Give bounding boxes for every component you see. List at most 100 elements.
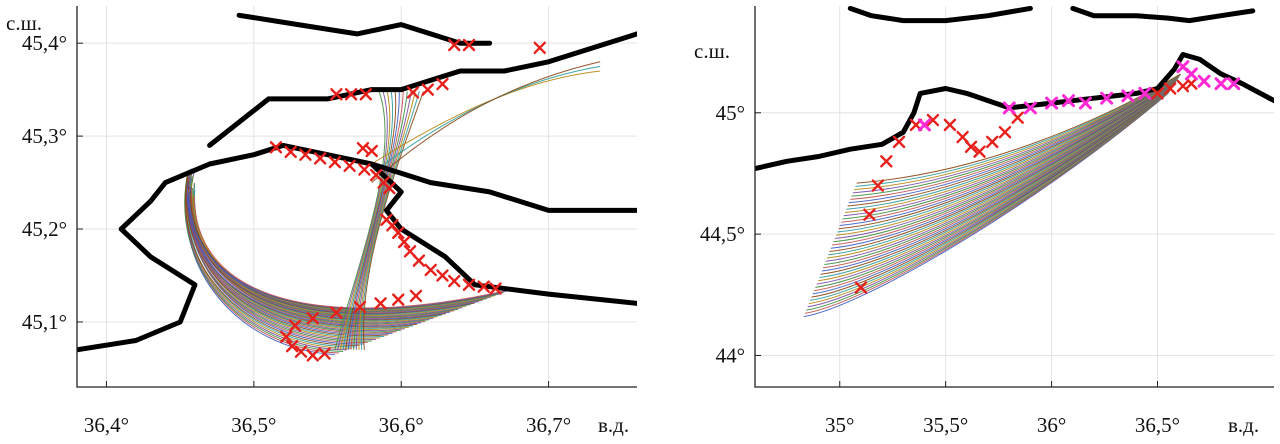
x-tick-label: 35,5° (923, 413, 968, 437)
trajectory-line (363, 91, 424, 350)
beaching-marker (436, 77, 449, 91)
beaching-marker (280, 330, 293, 344)
beaching-marker (986, 135, 999, 149)
trajectory-line (353, 91, 408, 350)
beaching-marker (863, 208, 876, 221)
left-x-ticks: 36,4° 36,5° 36,6° 36,7° (84, 381, 571, 437)
y-tick-label: 45,4° (22, 31, 67, 55)
trajectory-line (355, 91, 412, 350)
beaching-marker-magenta (1100, 91, 1114, 105)
beaching-marker-magenta (1078, 96, 1092, 110)
beaching-marker (462, 278, 476, 291)
beaching-marker (436, 269, 449, 282)
beaching-marker (409, 289, 423, 303)
x-tick-label: 36,7° (526, 413, 571, 437)
beaching-marker (892, 135, 906, 149)
trajectory-line (187, 182, 422, 327)
beaching-marker (318, 347, 331, 360)
trajectory-line (187, 175, 377, 341)
beaching-marker (374, 297, 387, 310)
right-x-axis-label: в.д. (1228, 413, 1259, 437)
beaching-marker-magenta (1045, 96, 1059, 110)
beaching-marker (448, 38, 461, 52)
right-x-ticks: 35° 35,5° 36° 36,5° (825, 381, 1180, 437)
right-y-ticks: 44° 44,5° 45° (700, 101, 761, 367)
beaching-marker (448, 274, 461, 288)
beaching-marker (421, 83, 434, 96)
left-coastline (77, 12, 637, 353)
beaching-marker (964, 140, 978, 153)
beaching-marker-magenta (1002, 101, 1016, 115)
beaching-marker (358, 163, 371, 176)
coastline (369, 161, 637, 213)
beaching-marker (462, 38, 476, 52)
beaching-marker (854, 281, 868, 294)
right-endpoint-markers (854, 60, 1241, 294)
beaching-marker-magenta (1023, 101, 1037, 115)
beaching-marker (328, 155, 342, 169)
coastline (847, 6, 1033, 24)
left-y-ticks: 45,1° 45,2° 45,3° 45,4° (22, 31, 83, 334)
coastline (1070, 6, 1256, 24)
trajectory-line (347, 91, 400, 350)
beaching-marker (285, 339, 299, 353)
beaching-marker (383, 181, 396, 195)
trajectory-line (371, 65, 601, 174)
trajectory-line (371, 70, 601, 165)
right-trajectories (803, 73, 1182, 318)
right-y-axis-label: с.ш. (694, 39, 730, 63)
beaching-marker (926, 113, 940, 127)
left-trajectories (184, 61, 601, 355)
beaching-marker (998, 125, 1012, 139)
coastline (236, 12, 493, 46)
beaching-marker-magenta (1214, 77, 1228, 91)
beaching-marker (330, 306, 343, 319)
beaching-marker (533, 41, 546, 55)
beaching-marker (306, 312, 319, 325)
coastline (755, 52, 1274, 172)
trajectory-line (360, 91, 420, 350)
beaching-marker (288, 319, 302, 332)
trajectory-line (185, 172, 360, 346)
trajectory-line (193, 196, 512, 309)
coastline (207, 31, 637, 148)
x-tick-label: 36,4° (84, 413, 129, 437)
beaching-marker (424, 263, 437, 277)
beaching-marker (1151, 87, 1164, 100)
right-map-panel: 35° 35,5° 36° 36,5° 44° 44,5° 45° с.ш. в.д. (694, 6, 1274, 437)
left-map-panel: 36,4° 36,5° 36,6° 36,7° 45,1° 45,2° 45,3° 45,4… (6, 6, 637, 437)
left-endpoint-markers (269, 38, 546, 362)
beaching-marker (299, 148, 312, 161)
y-tick-label: 44,5° (700, 222, 745, 246)
trajectory-line (358, 91, 416, 350)
left-axes (76, 6, 637, 388)
trajectory-line (339, 91, 391, 350)
beaching-marker (284, 145, 297, 159)
trajectory-line (337, 91, 388, 350)
beaching-marker (1163, 82, 1177, 95)
x-tick-label: 36,5° (231, 413, 276, 437)
beaching-marker (353, 300, 367, 314)
beaching-marker (343, 159, 356, 173)
beaching-marker (392, 293, 405, 306)
beaching-marker (412, 254, 426, 267)
beaching-marker (477, 280, 490, 293)
beaching-marker-magenta (917, 118, 931, 132)
trajectory-line (345, 91, 397, 350)
x-tick-label: 36,6° (379, 413, 424, 437)
x-tick-label: 36° (1037, 413, 1066, 437)
y-tick-label: 45,1° (22, 310, 67, 334)
beaching-marker-magenta (1138, 86, 1152, 100)
x-tick-label: 35° (825, 413, 854, 437)
y-tick-label: 45,2° (22, 217, 67, 241)
beaching-marker (392, 226, 405, 239)
beaching-marker (871, 179, 885, 192)
beaching-marker (294, 345, 308, 358)
beaching-marker (1185, 77, 1198, 90)
beaching-marker-magenta (1197, 74, 1211, 88)
beaching-marker-magenta (1121, 89, 1135, 103)
beaching-marker (880, 155, 893, 168)
right-coastline (755, 6, 1274, 172)
right-grid (755, 6, 1274, 387)
